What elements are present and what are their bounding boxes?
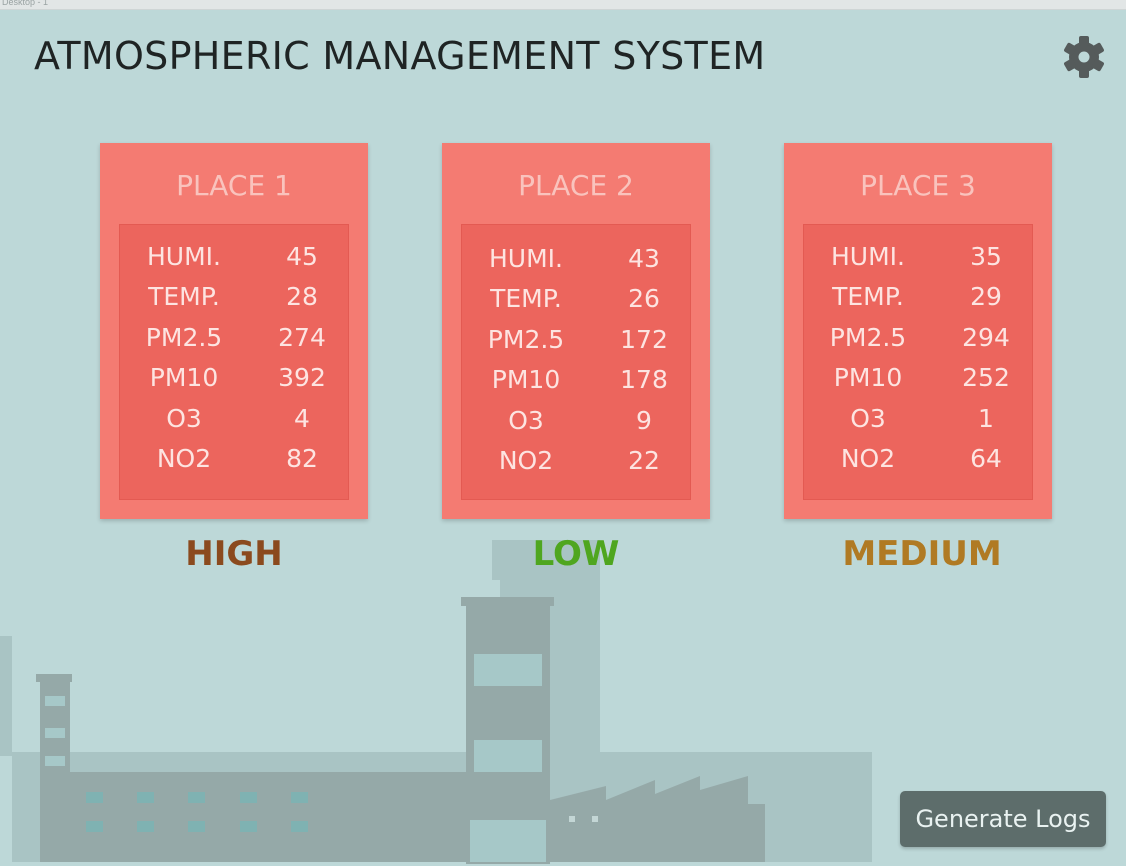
reading-row: TEMP. 26 <box>461 284 691 324</box>
readings-panel: HUMI. 43 TEMP. 26 PM2.5 172 PM10 178 O3 9 NO2… <box>461 224 691 500</box>
window-titlebar: Desktop - 1 <box>0 0 1126 10</box>
reading-row: O3 9 <box>461 406 691 446</box>
reading-value: 35 <box>970 242 1002 271</box>
reading-value: 45 <box>286 242 318 271</box>
reading-label: NO2 <box>498 446 554 475</box>
reading-label: TEMP. <box>490 284 562 313</box>
readings-panel: HUMI. 45 TEMP. 28 PM2.5 274 PM10 392 O3 4 NO2… <box>119 224 349 500</box>
reading-row: PM2.5 274 <box>119 323 349 363</box>
reading-label: O3 <box>508 406 544 435</box>
reading-value: 172 <box>620 325 668 354</box>
place-card-1: PLACE 1 HUMI. 45 TEMP. 28 PM2.5 274 PM10 392… <box>100 143 368 519</box>
place-card-2: PLACE 2 HUMI. 43 TEMP. 26 PM2.5 172 PM10 178… <box>442 143 710 519</box>
reading-value: 28 <box>286 282 318 311</box>
window-label: Desktop - 1 <box>2 0 49 7</box>
reading-value: 82 <box>286 444 318 473</box>
reading-value: 22 <box>628 446 660 475</box>
reading-row: TEMP. 28 <box>119 282 349 322</box>
reading-value: 64 <box>970 444 1002 473</box>
reading-value: 1 <box>978 404 994 433</box>
reading-value: 29 <box>970 282 1002 311</box>
reading-label: PM2.5 <box>487 325 565 354</box>
reading-value: 4 <box>294 404 310 433</box>
reading-label: PM2.5 <box>145 323 223 352</box>
reading-value: 178 <box>620 365 668 394</box>
reading-label: NO2 <box>156 444 212 473</box>
reading-row: O3 1 <box>803 404 1033 444</box>
reading-label: HUMI. <box>831 242 905 271</box>
reading-label: HUMI. <box>489 244 563 273</box>
reading-value: 43 <box>628 244 660 273</box>
reading-row: O3 4 <box>119 404 349 444</box>
pollution-level-3: MEDIUM <box>842 534 1002 574</box>
place-title: PLACE 2 <box>518 169 634 202</box>
reading-label: NO2 <box>840 444 896 473</box>
reading-label: PM2.5 <box>829 323 907 352</box>
reading-label: PM10 <box>833 363 903 392</box>
reading-value: 274 <box>278 323 326 352</box>
gear-icon[interactable] <box>1060 33 1108 81</box>
reading-label: O3 <box>166 404 202 433</box>
reading-value: 9 <box>636 406 652 435</box>
reading-row: HUMI. 43 <box>461 244 691 284</box>
reading-row: HUMI. 45 <box>119 242 349 282</box>
place-title: PLACE 1 <box>176 169 292 202</box>
reading-value: 26 <box>628 284 660 313</box>
reading-value: 252 <box>962 363 1010 392</box>
reading-label: PM10 <box>149 363 219 392</box>
reading-label: TEMP. <box>832 282 904 311</box>
reading-value: 392 <box>278 363 326 392</box>
reading-row: HUMI. 35 <box>803 242 1033 282</box>
place-card-3: PLACE 3 HUMI. 35 TEMP. 29 PM2.5 294 PM10 252… <box>784 143 1052 519</box>
reading-row: NO2 82 <box>119 444 349 484</box>
pollution-level-1: HIGH <box>185 534 283 574</box>
reading-row: PM2.5 294 <box>803 323 1033 363</box>
reading-row: PM10 178 <box>461 365 691 405</box>
reading-row: NO2 22 <box>461 446 691 486</box>
reading-row: NO2 64 <box>803 444 1033 484</box>
reading-row: TEMP. 29 <box>803 282 1033 322</box>
reading-label: TEMP. <box>148 282 220 311</box>
generate-logs-button[interactable]: Generate Logs <box>900 791 1106 847</box>
reading-label: PM10 <box>491 365 561 394</box>
reading-label: O3 <box>850 404 886 433</box>
reading-value: 294 <box>962 323 1010 352</box>
pollution-level-2: LOW <box>532 534 620 574</box>
page-title: ATMOSPHERIC MANAGEMENT SYSTEM <box>34 34 766 78</box>
reading-row: PM10 392 <box>119 363 349 403</box>
place-title: PLACE 3 <box>860 169 976 202</box>
reading-label: HUMI. <box>147 242 221 271</box>
reading-row: PM10 252 <box>803 363 1033 403</box>
reading-row: PM2.5 172 <box>461 325 691 365</box>
readings-panel: HUMI. 35 TEMP. 29 PM2.5 294 PM10 252 O3 1 NO2… <box>803 224 1033 500</box>
